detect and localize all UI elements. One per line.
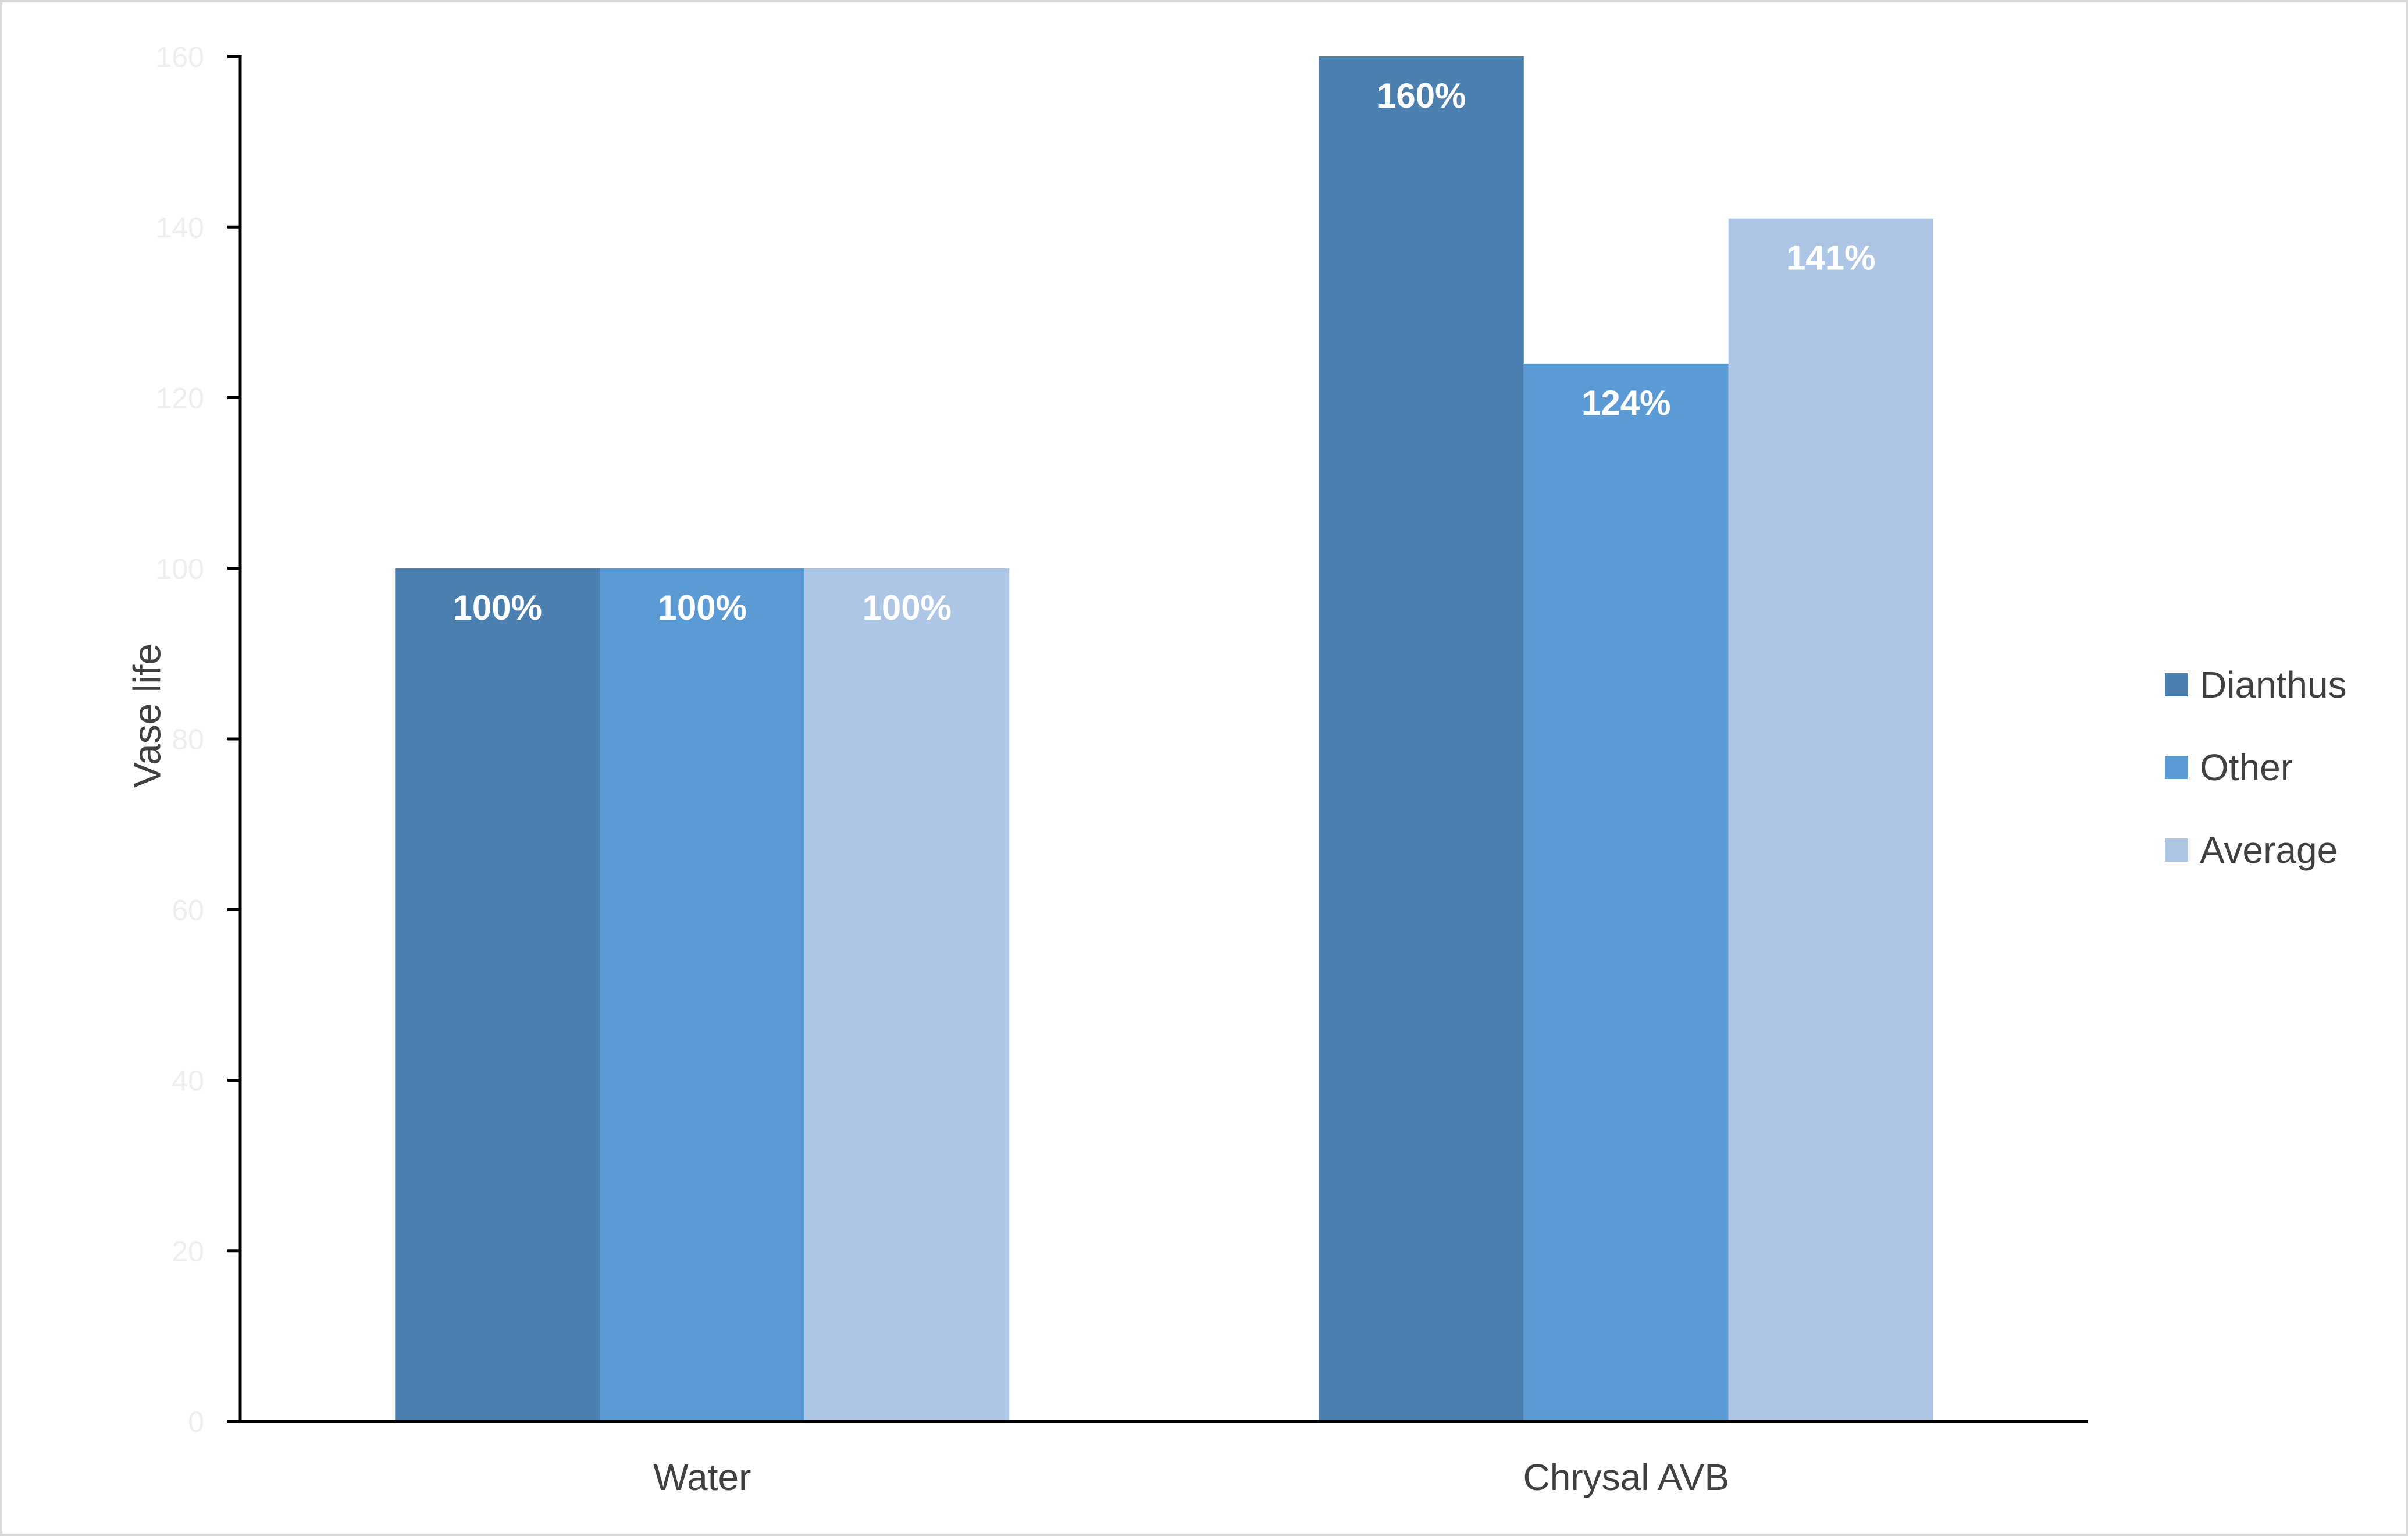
bar-other-1 xyxy=(1523,363,1729,1421)
y-tick-label-5: 100 xyxy=(156,553,204,585)
y-tick-label-7: 140 xyxy=(156,211,204,244)
legend-label-average: Average xyxy=(2200,829,2338,871)
bar-dianthus-1 xyxy=(1319,56,1524,1421)
y-tick-label-2: 40 xyxy=(172,1065,204,1097)
y-tick-label-0: 0 xyxy=(188,1406,204,1438)
y-tick-label-6: 120 xyxy=(156,382,204,415)
data-label-dianthus-1: 160% xyxy=(1377,76,1466,115)
axes-layer xyxy=(227,55,2088,1423)
data-label-average-1: 141% xyxy=(1786,239,1875,278)
x-tick-label-1: Chrysal AVB xyxy=(1523,1456,1730,1498)
labels-layer: 100% 100% 100% Water 160% 124% 141% Chrysal AVB… xyxy=(156,41,1876,1498)
y-tick-label-4: 80 xyxy=(172,723,204,756)
legend-label-dianthus: Dianthus xyxy=(2200,664,2347,706)
legend-swatch-average xyxy=(2165,838,2188,862)
legend-label-other: Other xyxy=(2200,746,2293,788)
bars-layer xyxy=(395,56,1933,1422)
bar-other-0 xyxy=(600,568,805,1421)
data-label-other-1: 124% xyxy=(1581,383,1670,422)
data-label-average-0: 100% xyxy=(863,588,952,627)
x-tick-label-0: Water xyxy=(653,1456,751,1498)
y-axis-title: Vase life xyxy=(125,643,168,788)
data-label-dianthus-0: 100% xyxy=(453,588,542,627)
bar-average-1 xyxy=(1728,218,1933,1422)
legend-swatch-dianthus xyxy=(2165,673,2188,696)
y-tick-label-8: 160 xyxy=(156,41,204,73)
y-tick-label-1: 20 xyxy=(172,1235,204,1268)
data-label-other-0: 100% xyxy=(658,588,747,627)
legend: Dianthus Other Average xyxy=(2165,664,2347,871)
bar-dianthus-0 xyxy=(395,568,600,1421)
y-tick-label-3: 60 xyxy=(172,894,204,926)
legend-swatch-other xyxy=(2165,756,2188,779)
bar-average-0 xyxy=(804,568,1010,1421)
